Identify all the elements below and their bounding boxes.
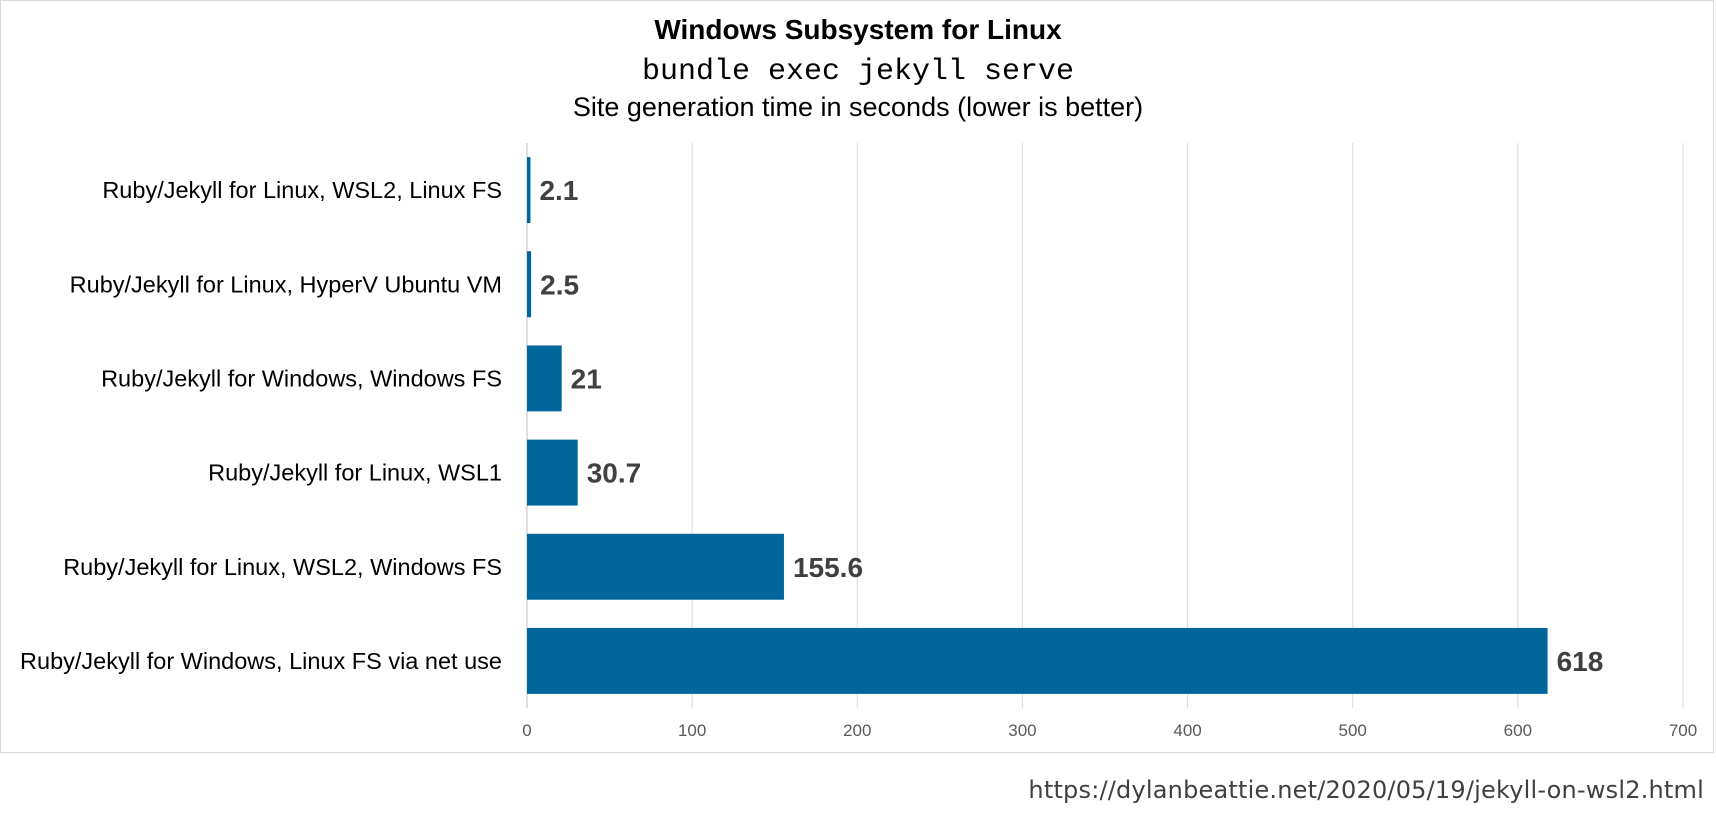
data-label: 155.6 xyxy=(793,552,863,583)
x-tick-label: 0 xyxy=(522,721,531,740)
chart-title: Windows Subsystem for Linux xyxy=(654,14,1062,45)
chart-subtitle-command: bundle exec jekyll serve xyxy=(642,55,1074,89)
data-labels: 2.1 2.5 21 30.7 155.6 618 xyxy=(539,175,1603,677)
category-label: Ruby/Jekyll for Windows, Linux FS via ne… xyxy=(20,648,502,674)
bar xyxy=(527,345,562,412)
chart-frame: Windows Subsystem for Linux bundle exec … xyxy=(0,0,1714,753)
category-label: Ruby/Jekyll for Linux, WSL1 xyxy=(208,460,502,486)
bar xyxy=(527,627,1548,694)
x-tick-label: 100 xyxy=(678,721,706,740)
bar xyxy=(527,439,578,506)
source-url: https://dylanbeattie.net/2020/05/19/jeky… xyxy=(1028,776,1704,804)
bar xyxy=(527,533,784,600)
category-label: Ruby/Jekyll for Linux, WSL2, Linux FS xyxy=(102,177,502,203)
x-tick-label: 300 xyxy=(1008,721,1036,740)
bar xyxy=(527,157,531,224)
chart-subtitle: Site generation time in seconds (lower i… xyxy=(573,92,1143,122)
category-label: Ruby/Jekyll for Windows, Windows FS xyxy=(101,365,502,391)
category-labels: Ruby/Jekyll for Linux, WSL2, Linux FS Rub… xyxy=(20,177,502,674)
bars xyxy=(527,157,1548,694)
x-tick-label: 500 xyxy=(1339,721,1367,740)
data-label: 618 xyxy=(1557,646,1604,677)
category-label: Ruby/Jekyll for Linux, HyperV Ubuntu VM xyxy=(70,271,502,297)
gridlines xyxy=(526,143,1684,708)
x-tick-label: 700 xyxy=(1669,721,1697,740)
data-label: 2.5 xyxy=(540,269,579,300)
x-tick-label: 600 xyxy=(1504,721,1532,740)
bar xyxy=(527,251,532,318)
category-label: Ruby/Jekyll for Linux, WSL2, Windows FS xyxy=(63,554,502,580)
bar-chart: Windows Subsystem for Linux bundle exec … xyxy=(20,14,1697,740)
x-tick-label: 200 xyxy=(843,721,871,740)
data-label: 21 xyxy=(571,363,602,394)
data-label: 2.1 xyxy=(539,175,578,206)
x-tick-label: 400 xyxy=(1173,721,1201,740)
data-label: 30.7 xyxy=(587,458,642,489)
x-axis-ticks: 0 100 200 300 400 500 600 700 xyxy=(522,721,1697,740)
